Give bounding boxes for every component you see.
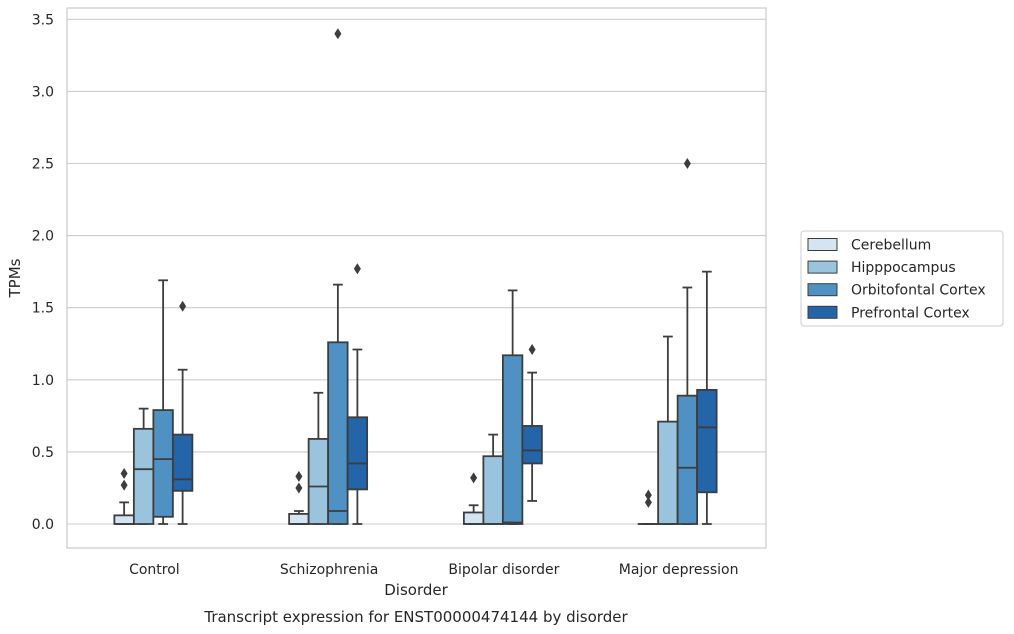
iqr-box xyxy=(152,409,174,518)
x-tick-label: Major depression xyxy=(619,562,739,578)
legend-label: Hipppocampus xyxy=(851,260,956,276)
box-cerebellum xyxy=(113,468,135,525)
box-prefrontal-cortex xyxy=(171,300,194,525)
y-tick-label: 0.0 xyxy=(32,517,54,533)
box-orbitofontal-cortex xyxy=(152,279,174,525)
y-tick-label: 2.0 xyxy=(32,229,54,245)
y-tick-labels: 0.0 0.5 1.0 1.5 2.0 2.5 3.0 3.5 xyxy=(32,12,54,533)
outlier-point xyxy=(644,489,652,501)
outlier-point xyxy=(295,482,303,494)
legend-swatch xyxy=(807,260,838,274)
plot-frame xyxy=(66,7,767,549)
iqr-box xyxy=(171,433,194,492)
y-axis-label: TPMs xyxy=(6,258,24,298)
box-prefrontal-cortex xyxy=(346,263,369,525)
box-prefrontal-cortex xyxy=(521,344,543,502)
iqr-box xyxy=(113,514,135,525)
outlier-point xyxy=(353,263,361,275)
iqr-box xyxy=(657,420,679,525)
y-tick-label: 3.0 xyxy=(32,84,54,100)
iqr-box xyxy=(346,416,369,491)
outlier-point xyxy=(683,158,691,169)
iqr-box xyxy=(696,388,718,494)
iqr-box xyxy=(482,455,504,525)
outlier-point xyxy=(470,472,478,484)
iqr-box xyxy=(462,511,485,525)
outlier-point xyxy=(334,28,342,40)
boxes xyxy=(113,28,718,525)
box-cerebellum xyxy=(288,470,310,525)
y-tick-label: 1.0 xyxy=(32,373,54,389)
legend-swatch xyxy=(807,238,838,251)
legend-label: Prefrontal Cortex xyxy=(851,305,970,321)
iqr-box xyxy=(132,427,155,525)
outlier-point xyxy=(179,300,187,312)
outlier-point xyxy=(295,470,303,482)
legend: Cerebellum Hipppocampus Orbitofontal Corte… xyxy=(800,230,1004,327)
box-prefrontal-cortex xyxy=(696,270,718,525)
y-tick-label: 0.5 xyxy=(32,445,54,461)
x-tick-labels: Control Schizophrenia Bipolar disorder Majo… xyxy=(129,562,738,578)
legend-swatch xyxy=(807,283,838,297)
iqr-box xyxy=(501,354,524,525)
x-tick-label: Bipolar disorder xyxy=(448,562,559,578)
y-tick-label: 3.5 xyxy=(32,12,54,28)
y-tick-label: 2.5 xyxy=(32,157,54,173)
legend-label: Orbitofontal Cortex xyxy=(851,283,986,299)
x-tick-label: Schizophrenia xyxy=(280,562,378,578)
outlier-point xyxy=(120,468,128,480)
legend-label: Cerebellum xyxy=(851,238,931,254)
legend-swatch xyxy=(807,305,838,319)
outlier-point xyxy=(120,479,128,491)
iqr-box xyxy=(327,341,349,525)
iqr-box xyxy=(307,438,330,525)
box-hipppocampus xyxy=(657,335,679,525)
outlier-point xyxy=(644,496,652,508)
box-hipppocampus xyxy=(482,433,504,525)
iqr-box xyxy=(676,394,699,525)
box-orbitofontal-cortex xyxy=(327,28,349,525)
x-axis-label: Disorder xyxy=(384,581,448,599)
iqr-box xyxy=(288,513,310,525)
y-tick-label: 1.5 xyxy=(32,301,54,317)
x-tick-label: Control xyxy=(129,562,180,578)
chart-caption: Transcript expression for ENST0000047414… xyxy=(203,608,628,626)
iqr-box xyxy=(521,425,543,465)
legend-frame xyxy=(800,230,1004,327)
outlier-point xyxy=(528,344,536,356)
